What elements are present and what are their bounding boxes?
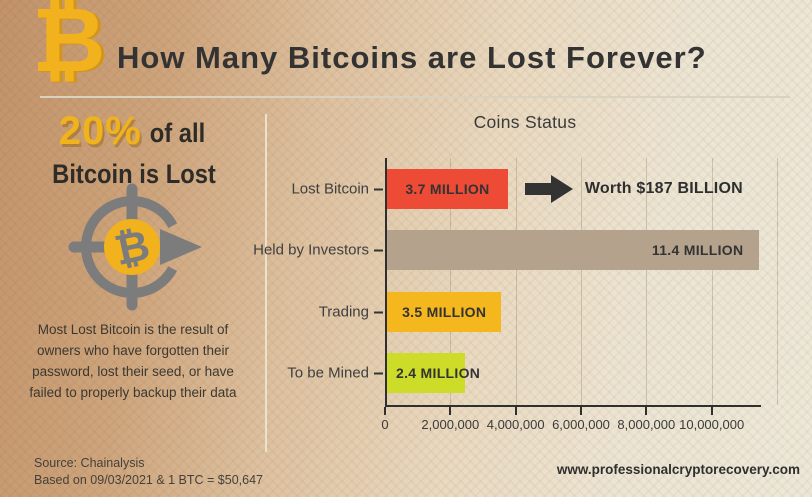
- gridline: [646, 158, 648, 405]
- x-axis-tick-label: 0: [381, 417, 389, 432]
- x-axis-tick-label: 6,000,000: [552, 417, 610, 432]
- category-label-lost-bitcoin: Lost Bitcoin: [253, 181, 383, 198]
- x-axis-line: [385, 405, 761, 407]
- lost-percentage-stat: 20% of all Bitcoin is Lost: [18, 106, 250, 192]
- bar-trading: 3.5 MILLION: [387, 292, 502, 332]
- gridline: [515, 158, 517, 405]
- lost-bitcoin-annotation: Worth $187 BILLION: [524, 175, 743, 203]
- bar-value-label: 3.7 MILLION: [405, 181, 490, 197]
- x-axis-tick: [514, 407, 517, 415]
- page-title: How Many Bitcoins are Lost Forever?: [117, 40, 707, 75]
- stat-suffix: of all: [150, 118, 206, 148]
- category-label-to-be-mined: To be Mined: [253, 365, 383, 382]
- header-divider: [40, 96, 790, 98]
- x-axis-tick: [384, 407, 386, 415]
- gridline: [450, 158, 452, 405]
- x-axis-tick-label: 2,000,000: [421, 417, 480, 432]
- x-axis-tick-label: 4,000,000: [486, 417, 545, 432]
- x-axis-tick: [710, 407, 713, 415]
- gridline: [711, 158, 713, 405]
- arrow-right-icon: [524, 175, 573, 203]
- bar-lost-bitcoin: 3.7 MILLION: [387, 169, 508, 209]
- x-axis-tick-label: 8,000,000: [617, 417, 676, 432]
- panel-divider: [265, 114, 267, 452]
- gridline: [777, 158, 778, 405]
- x-axis-tick: [580, 407, 582, 415]
- bar-chart-plot: Worth $187 BILLION 0 2,000,000 4,000,000 6,…: [253, 158, 778, 432]
- x-axis-tick: [449, 407, 452, 415]
- bar-value-label: 3.5 MILLION: [402, 304, 487, 320]
- source-note: Source: Chainalysis Based on 09/03/2021 …: [34, 455, 263, 489]
- website-url: www.professionalcryptorecovery.com: [556, 462, 800, 477]
- bitcoin-target-arrow-icon: ₿: [68, 183, 204, 311]
- annotation-text: Worth $187 BILLION: [584, 180, 743, 197]
- bitcoin-icon: ₿: [32, 0, 106, 91]
- category-label-held-by-investors: Held by Investors: [253, 242, 383, 259]
- category-label-trading: Trading: [253, 304, 383, 321]
- x-axis-tick: [645, 407, 648, 415]
- stat-percent: 20%: [58, 109, 142, 153]
- gridline: [581, 158, 582, 405]
- source-line-1: Source: Chainalysis: [34, 456, 145, 470]
- chart-title: Coins Status: [473, 112, 577, 132]
- bar-to-be-mined: 2.4 MILLION: [387, 353, 480, 393]
- bar-held-by-investors: 11.4 MILLION: [387, 230, 760, 270]
- source-line-2: Based on 09/03/2021 & 1 BTC = $50,647: [34, 472, 263, 487]
- y-axis-line: [385, 158, 387, 407]
- bar-value-label: 2.4 MILLION: [396, 365, 481, 381]
- bar-value-label: 11.4 MILLION: [651, 242, 744, 258]
- x-axis-tick-label: 10,000,000: [679, 417, 745, 432]
- description-text: Most Lost Bitcoin is the result of owner…: [29, 322, 237, 400]
